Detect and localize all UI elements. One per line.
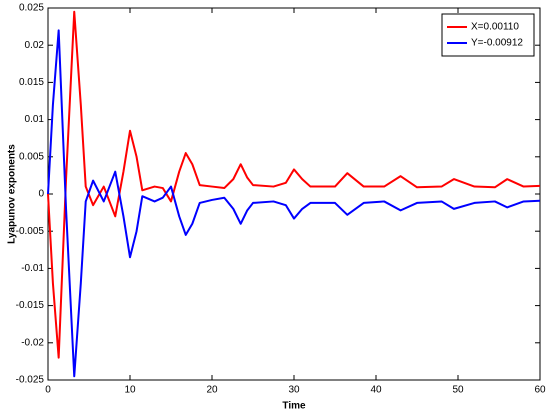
- x-tick-label: 10: [124, 385, 136, 396]
- x-tick-label: 60: [534, 385, 546, 396]
- x-tick-label: 50: [452, 385, 464, 396]
- y-tick-label: 0.025: [19, 3, 44, 14]
- y-tick-label: -0.005: [16, 226, 45, 237]
- y-tick-label: 0.01: [25, 114, 45, 125]
- x-axis-label: Time: [282, 401, 306, 412]
- y-tick-label: 0.015: [19, 77, 44, 88]
- legend-box: [441, 13, 535, 57]
- y-tick-label: -0.02: [21, 337, 44, 348]
- series-line: [47, 29, 541, 378]
- x-tick-label: 40: [370, 385, 382, 396]
- series-line: [47, 10, 541, 359]
- y-tick-label: -0.015: [16, 300, 45, 311]
- y-tick-label: 0.005: [19, 151, 44, 162]
- y-tick-label: -0.01: [21, 263, 44, 274]
- y-tick-label: -0.025: [16, 375, 45, 386]
- x-tick-label: 0: [45, 385, 51, 396]
- y-tick-label: 0.02: [25, 40, 45, 51]
- y-axis-label: Lyapunov exponents: [7, 144, 18, 244]
- legend-label: X=0.00110: [471, 22, 519, 33]
- x-tick-label: 30: [288, 385, 300, 396]
- legend-label: Y=-0.00912: [471, 38, 523, 49]
- y-tick-label: 0: [38, 189, 44, 200]
- x-tick-label: 20: [206, 385, 218, 396]
